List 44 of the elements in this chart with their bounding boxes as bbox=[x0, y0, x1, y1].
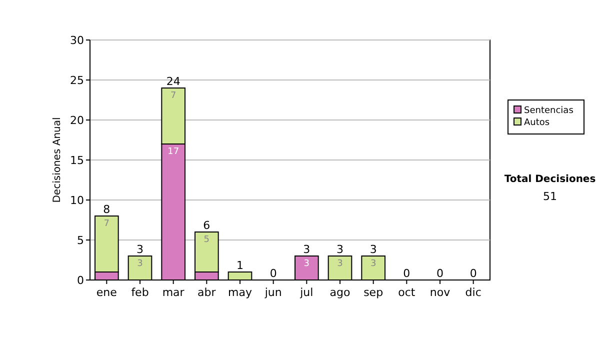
x-tick-label: may bbox=[228, 286, 252, 299]
total-label: 0 bbox=[403, 267, 410, 280]
total-label: 6 bbox=[203, 219, 210, 232]
data-label: 3 bbox=[370, 259, 376, 269]
total-label: 0 bbox=[436, 267, 444, 280]
data-label: 3 bbox=[337, 259, 343, 269]
total-label: 3 bbox=[136, 243, 144, 256]
y-tick-label: 0 bbox=[77, 274, 84, 287]
data-label: 5 bbox=[204, 235, 210, 245]
y-tick-label: 5 bbox=[77, 234, 84, 247]
total-label: 3 bbox=[303, 243, 310, 256]
x-tick-label: dic bbox=[465, 286, 482, 299]
data-label: 3 bbox=[304, 259, 310, 269]
total-label: 24 bbox=[166, 75, 180, 88]
x-tick-label: mar bbox=[162, 286, 185, 299]
total-label: 1 bbox=[236, 259, 244, 272]
text: Total Decisiones bbox=[504, 174, 596, 185]
data-label: 3 bbox=[137, 259, 143, 269]
text: 51 bbox=[543, 190, 557, 203]
total-label: 3 bbox=[336, 243, 344, 256]
x-tick-label: nov bbox=[430, 286, 451, 299]
y-tick-label: 15 bbox=[70, 154, 84, 167]
x-tick-label: feb bbox=[131, 286, 149, 299]
y-tick-label: 10 bbox=[70, 194, 84, 207]
x-tick-label: oct bbox=[398, 286, 416, 299]
total-label: 0 bbox=[470, 267, 477, 280]
x-tick-label: abr bbox=[198, 286, 216, 299]
total-label: 8 bbox=[103, 203, 110, 216]
data-label: 7 bbox=[170, 91, 176, 101]
y-tick-label: 30 bbox=[70, 34, 84, 47]
x-tick-label: jun bbox=[264, 286, 282, 299]
x-tick-label: ago bbox=[330, 286, 350, 299]
x-tick-label: sep bbox=[364, 286, 384, 299]
x-tick-label: ene bbox=[96, 286, 118, 299]
x-tick-label: jul bbox=[299, 286, 314, 299]
y-tick-label: 20 bbox=[70, 114, 84, 127]
legend-label: Autos bbox=[524, 118, 550, 128]
total-label: 3 bbox=[370, 243, 377, 256]
total-label: 0 bbox=[270, 267, 277, 280]
y-tick-label: 25 bbox=[70, 74, 84, 87]
y-axis-title: Decisiones Anual bbox=[52, 117, 63, 203]
legend-label: Sentencias bbox=[524, 106, 574, 116]
data-label: 7 bbox=[104, 219, 110, 229]
data-label: 17 bbox=[168, 147, 180, 157]
